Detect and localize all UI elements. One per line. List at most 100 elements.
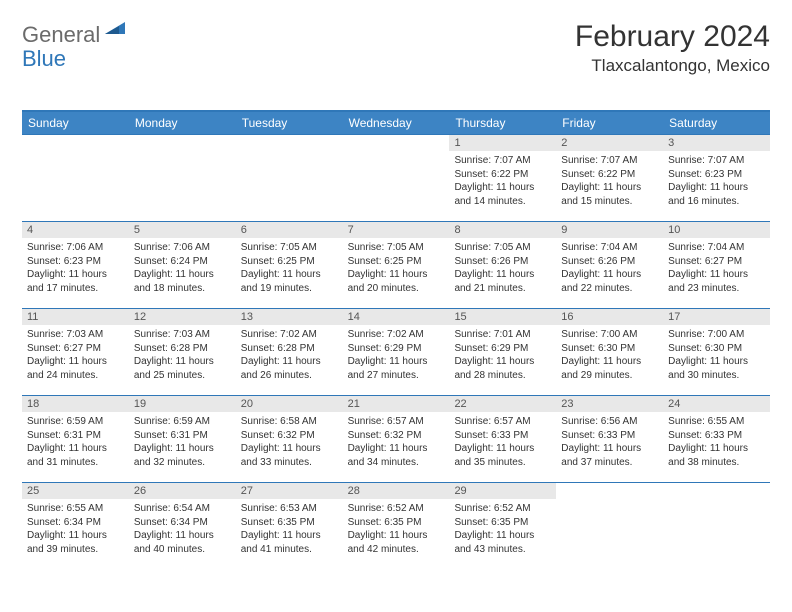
sunrise-line: Sunrise: 7:06 AM <box>27 241 124 255</box>
day-number: 20 <box>236 396 343 412</box>
day-cell: 21Sunrise: 6:57 AMSunset: 6:32 PMDayligh… <box>343 396 450 482</box>
sunrise-line: Sunrise: 7:02 AM <box>348 328 445 342</box>
sunset-line: Sunset: 6:23 PM <box>27 255 124 269</box>
week-row: 18Sunrise: 6:59 AMSunset: 6:31 PMDayligh… <box>22 395 770 482</box>
day-cell: 15Sunrise: 7:01 AMSunset: 6:29 PMDayligh… <box>449 309 556 395</box>
dow-cell: Friday <box>556 112 663 134</box>
day-cell: 29Sunrise: 6:52 AMSunset: 6:35 PMDayligh… <box>449 483 556 569</box>
week-row: 1Sunrise: 7:07 AMSunset: 6:22 PMDaylight… <box>22 134 770 221</box>
daylight-line: Daylight: 11 hours and 31 minutes. <box>27 442 124 469</box>
day-body: Sunrise: 6:54 AMSunset: 6:34 PMDaylight:… <box>129 499 236 561</box>
sunrise-line: Sunrise: 6:55 AM <box>668 415 765 429</box>
sunrise-line: Sunrise: 6:59 AM <box>134 415 231 429</box>
day-body: Sunrise: 6:57 AMSunset: 6:32 PMDaylight:… <box>343 412 450 474</box>
page: General February 2024 Tlaxcalantongo, Me… <box>0 0 792 589</box>
daylight-line: Daylight: 11 hours and 37 minutes. <box>561 442 658 469</box>
day-body: Sunrise: 7:06 AMSunset: 6:23 PMDaylight:… <box>22 238 129 300</box>
day-cell: 23Sunrise: 6:56 AMSunset: 6:33 PMDayligh… <box>556 396 663 482</box>
day-number: 11 <box>22 309 129 325</box>
day-cell: 25 Sunrise: 6:55 AMSunset: 6:34 PMDayligh… <box>22 483 129 569</box>
daylight-line: Daylight: 11 hours and 33 minutes. <box>241 442 338 469</box>
daylight-line: Daylight: 11 hours and 30 minutes. <box>668 355 765 382</box>
day-number-empty <box>22 135 129 152</box>
day-cell <box>663 483 770 569</box>
dow-cell: Tuesday <box>236 112 343 134</box>
sunrise-line: Sunrise: 7:00 AM <box>561 328 658 342</box>
week-row: 11Sunrise: 7:03 AMSunset: 6:27 PMDayligh… <box>22 308 770 395</box>
sunrise-line: Sunrise: 6:59 AM <box>27 415 124 429</box>
sunrise-line: Sunrise: 7:07 AM <box>668 154 765 168</box>
sunset-line: Sunset: 6:33 PM <box>668 429 765 443</box>
sunrise-line: Sunrise: 7:04 AM <box>668 241 765 255</box>
sunset-line: Sunset: 6:32 PM <box>241 429 338 443</box>
daylight-line: Daylight: 11 hours and 39 minutes. <box>27 529 124 556</box>
day-number: 25 <box>22 483 129 499</box>
sunset-line: Sunset: 6:35 PM <box>348 516 445 530</box>
sunset-line: Sunset: 6:31 PM <box>134 429 231 443</box>
sunrise-line: Sunrise: 6:57 AM <box>348 415 445 429</box>
logo: General <box>22 20 129 49</box>
day-number: 23 <box>556 396 663 412</box>
day-number: 8 <box>449 222 556 238</box>
sunset-line: Sunset: 6:23 PM <box>668 168 765 182</box>
day-cell: 5Sunrise: 7:06 AMSunset: 6:24 PMDaylight… <box>129 222 236 308</box>
dow-cell: Saturday <box>663 112 770 134</box>
week-row: 4Sunrise: 7:06 AMSunset: 6:23 PMDaylight… <box>22 221 770 308</box>
day-body: Sunrise: 7:02 AMSunset: 6:28 PMDaylight:… <box>236 325 343 387</box>
day-number: 4 <box>22 222 129 238</box>
sunrise-line: Sunrise: 7:01 AM <box>454 328 551 342</box>
sunrise-line: Sunrise: 7:05 AM <box>454 241 551 255</box>
daylight-line: Daylight: 11 hours and 43 minutes. <box>454 529 551 556</box>
day-number: 18 <box>22 396 129 412</box>
daylight-line: Daylight: 11 hours and 25 minutes. <box>134 355 231 382</box>
day-number: 3 <box>663 135 770 151</box>
sunrise-line: Sunrise: 6:56 AM <box>561 415 658 429</box>
daylight-line: Daylight: 11 hours and 16 minutes. <box>668 181 765 208</box>
logo-triangle-icon <box>105 20 127 41</box>
daylight-line: Daylight: 11 hours and 22 minutes. <box>561 268 658 295</box>
sunset-line: Sunset: 6:35 PM <box>454 516 551 530</box>
sunset-line: Sunset: 6:25 PM <box>241 255 338 269</box>
sunrise-line: Sunrise: 6:57 AM <box>454 415 551 429</box>
title-block: February 2024 Tlaxcalantongo, Mexico <box>575 20 770 76</box>
daylight-line: Daylight: 11 hours and 34 minutes. <box>348 442 445 469</box>
day-number: 17 <box>663 309 770 325</box>
daylight-line: Daylight: 11 hours and 20 minutes. <box>348 268 445 295</box>
sunset-line: Sunset: 6:31 PM <box>27 429 124 443</box>
day-cell: 24Sunrise: 6:55 AMSunset: 6:33 PMDayligh… <box>663 396 770 482</box>
day-body: Sunrise: 7:02 AMSunset: 6:29 PMDaylight:… <box>343 325 450 387</box>
sunrise-line: Sunrise: 6:55 AM <box>27 502 124 516</box>
day-number: 13 <box>236 309 343 325</box>
sunrise-line: Sunrise: 6:53 AM <box>241 502 338 516</box>
day-number: 6 <box>236 222 343 238</box>
daylight-line: Daylight: 11 hours and 40 minutes. <box>134 529 231 556</box>
day-body: Sunrise: 7:07 AMSunset: 6:23 PMDaylight:… <box>663 151 770 213</box>
daylight-line: Daylight: 11 hours and 24 minutes. <box>27 355 124 382</box>
day-cell: 14Sunrise: 7:02 AMSunset: 6:29 PMDayligh… <box>343 309 450 395</box>
sunset-line: Sunset: 6:34 PM <box>27 516 124 530</box>
day-number-empty <box>236 135 343 152</box>
sunset-line: Sunset: 6:28 PM <box>241 342 338 356</box>
day-cell: 18 Sunrise: 6:59 AMSunset: 6:31 PMDayligh… <box>22 396 129 482</box>
day-cell: 11Sunrise: 7:03 AMSunset: 6:27 PMDayligh… <box>22 309 129 395</box>
day-cell: 12Sunrise: 7:03 AMSunset: 6:28 PMDayligh… <box>129 309 236 395</box>
day-cell: 19Sunrise: 6:59 AMSunset: 6:31 PMDayligh… <box>129 396 236 482</box>
header: General February 2024 Tlaxcalantongo, Me… <box>22 20 770 76</box>
sunset-line: Sunset: 6:25 PM <box>348 255 445 269</box>
day-cell <box>556 483 663 569</box>
day-body: Sunrise: 7:03 AMSunset: 6:27 PMDaylight:… <box>22 325 129 387</box>
day-cell: 22Sunrise: 6:57 AMSunset: 6:33 PMDayligh… <box>449 396 556 482</box>
day-body: Sunrise: 6:58 AMSunset: 6:32 PMDaylight:… <box>236 412 343 474</box>
day-number-empty <box>129 135 236 152</box>
week-row: 25Sunrise: 6:55 AMSunset: 6:34 PMDayligh… <box>22 482 770 569</box>
day-body: Sunrise: 6:56 AMSunset: 6:33 PMDaylight:… <box>556 412 663 474</box>
daylight-line: Daylight: 11 hours and 14 minutes. <box>454 181 551 208</box>
day-number: 12 <box>129 309 236 325</box>
day-number: 10 <box>663 222 770 238</box>
day-number: 27 <box>236 483 343 499</box>
day-cell: 27Sunrise: 6:53 AMSunset: 6:35 PMDayligh… <box>236 483 343 569</box>
day-cell <box>343 135 450 221</box>
daylight-line: Daylight: 11 hours and 15 minutes. <box>561 181 658 208</box>
sunset-line: Sunset: 6:26 PM <box>561 255 658 269</box>
sunset-line: Sunset: 6:24 PM <box>134 255 231 269</box>
